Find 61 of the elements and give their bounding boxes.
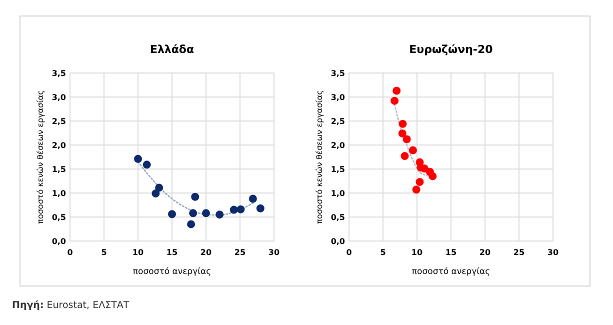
y-tick-label: 0,5 (52, 213, 66, 222)
x-tick-label: 5 (380, 248, 386, 257)
x-tick-label: 20 (200, 248, 212, 257)
x-tick-label: 30 (547, 248, 559, 257)
y-tick-label: 3,0 (330, 93, 346, 102)
point (152, 189, 160, 198)
point (134, 154, 142, 163)
x-tick-label: 25 (513, 248, 525, 257)
y-tick-label: 0,0 (52, 237, 66, 246)
y-tick-label: 2,5 (330, 117, 346, 126)
x-axis-title: ποσοστό ανεργίας (132, 267, 212, 277)
y-axis-title: ποσοστό κενών θέσεων εργασίας (315, 90, 324, 224)
x-tick-label: 10 (132, 248, 144, 257)
text: Πηγή: Eurostat, ΕΛΣΤΑΤ (12, 300, 130, 311)
point (142, 160, 151, 169)
point (230, 206, 238, 214)
x-tick-label: 5 (101, 248, 108, 257)
y-tick-label: 3,0 (52, 93, 66, 102)
point (189, 209, 198, 218)
y-tick-label: 1,0 (330, 189, 346, 198)
point (398, 120, 407, 128)
point (416, 178, 424, 186)
x-tick-label: 15 (166, 248, 178, 257)
x-tick-label: 15 (445, 248, 457, 257)
point (402, 135, 411, 144)
point (256, 204, 264, 212)
x-tick-label: 20 (479, 248, 491, 257)
y-tick-label: 1,5 (330, 165, 346, 174)
x-tick-label: 0 (346, 248, 352, 257)
x-tick-label: 30 (268, 248, 280, 257)
y-tick-label: 3,5 (330, 69, 346, 78)
y-axis-title: ποσοστό κενών θέσεων εργασίας (36, 90, 45, 224)
point (398, 129, 406, 138)
point (390, 96, 399, 105)
y-tick-label: 1,0 (52, 189, 66, 198)
y-tick-label: 2,0 (52, 141, 66, 150)
point (168, 210, 176, 218)
point (236, 205, 245, 214)
point (392, 86, 401, 95)
point (248, 194, 257, 203)
x-tick-label: 0 (67, 248, 74, 257)
point (412, 186, 420, 194)
chart-title: Ελλάδα (150, 43, 194, 56)
point (216, 210, 224, 219)
point (187, 220, 196, 228)
y-tick-label: 1,5 (52, 165, 66, 174)
y-tick-label: 3,5 (52, 69, 66, 78)
x-tick-label: 25 (234, 248, 246, 257)
x-axis-title: ποσοστό ανεργίας (412, 267, 490, 277)
point (400, 152, 409, 160)
point (191, 192, 200, 201)
y-tick-label: 2,5 (52, 117, 66, 126)
point (408, 146, 417, 154)
point (428, 172, 437, 180)
y-tick-label: 0,5 (330, 213, 346, 222)
y-tick-label: 2,0 (330, 141, 346, 150)
x-tick-label: 10 (411, 248, 423, 257)
y-tick-label: 0,0 (330, 237, 346, 246)
chart-title: Ευρωζώνη-20 (409, 43, 494, 56)
point (155, 184, 164, 192)
point (202, 209, 210, 218)
